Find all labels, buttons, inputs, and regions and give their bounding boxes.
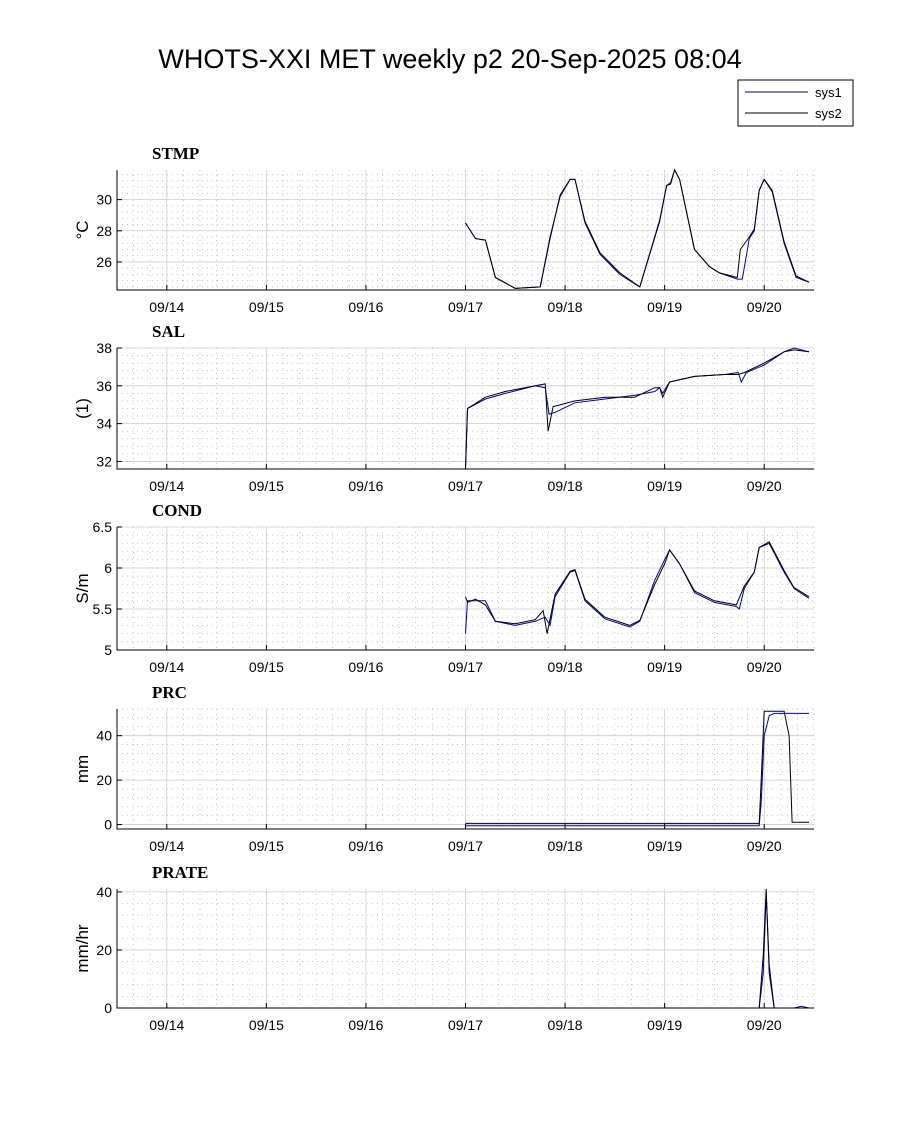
x-tick-label: 09/14 [149, 1017, 184, 1033]
y-tick-label: 20 [96, 942, 112, 958]
series-line-sys1 [758, 894, 810, 1009]
x-tick-label: 09/18 [548, 299, 583, 315]
axes-frame [116, 348, 814, 470]
x-tick-label: 09/19 [647, 1017, 682, 1033]
x-tick-label: 09/18 [548, 1017, 583, 1033]
figure-title: WHOTS-XXI MET weekly p2 20-Sep-2025 08:0… [158, 44, 741, 74]
y-tick-label: 28 [96, 223, 112, 239]
x-tick-label: 09/20 [747, 659, 782, 675]
x-tick-label: 09/16 [348, 659, 383, 675]
x-tick-label: 09/17 [448, 478, 483, 494]
x-tick-label: 09/15 [249, 1017, 284, 1033]
legend: sys1 sys2 [737, 79, 854, 127]
panel-title: SAL [152, 322, 185, 341]
y-tick-label: 40 [96, 884, 112, 900]
x-tick-label: 09/20 [747, 478, 782, 494]
x-tick-label: 09/20 [747, 838, 782, 854]
y-tick-label: 34 [96, 416, 112, 432]
y-tick-label: 0 [104, 817, 112, 833]
panel-sal: 09/14 09/15 09/16 09/17 09/18 09/19 09/20 32 34 3… [73, 322, 815, 494]
panels: 09/14 09/15 09/16 09/17 09/18 09/19 09/20 26 28 3… [73, 144, 815, 1033]
panel-title: COND [152, 501, 202, 520]
y-tick-label: 5 [104, 642, 112, 658]
y-tick-label: 32 [96, 453, 112, 469]
panel-prate: 09/14 09/15 09/16 09/17 09/18 09/19 09/20 0 20 40… [73, 863, 815, 1033]
series-line-sys1 [465, 712, 809, 827]
panel-stmp: 09/14 09/15 09/16 09/17 09/18 09/19 09/20 26 28 3… [73, 144, 815, 315]
x-tick-label: 09/18 [548, 478, 583, 494]
y-tick-label: 40 [96, 728, 112, 744]
x-tick-label: 09/15 [249, 659, 284, 675]
x-tick-label: 09/20 [747, 299, 782, 315]
x-tick-label: 09/16 [348, 1017, 383, 1033]
y-axis-label: S/m [73, 573, 92, 603]
x-tick-label: 09/16 [348, 478, 383, 494]
y-tick-label: 5.5 [93, 601, 113, 617]
x-tick-label: 09/14 [149, 299, 184, 315]
x-tick-label: 09/19 [647, 659, 682, 675]
panel-title: PRATE [152, 863, 208, 882]
panel-title: PRC [152, 683, 187, 702]
panel-cond: 09/14 09/15 09/16 09/17 09/18 09/19 09/20 5 5.5 6… [73, 501, 815, 675]
x-tick-label: 09/19 [647, 838, 682, 854]
panel-title: STMP [152, 144, 199, 163]
y-tick-label: 0 [104, 1000, 112, 1016]
series-line-sys2 [465, 541, 810, 634]
y-tick-label: 38 [96, 340, 112, 356]
y-tick-label: 6 [104, 560, 112, 576]
series-line-sys2 [465, 168, 810, 289]
series-line-sys1 [465, 168, 810, 289]
y-tick-label: 20 [96, 772, 112, 788]
x-tick-label: 09/17 [448, 1017, 483, 1033]
y-axis-label: mm [73, 755, 92, 783]
x-tick-label: 09/16 [348, 838, 383, 854]
y-axis-label: mm/hr [73, 924, 92, 973]
x-tick-label: 09/14 [149, 478, 184, 494]
x-tick-label: 09/15 [249, 838, 284, 854]
axes-frame [116, 709, 814, 830]
legend-box [737, 79, 854, 127]
x-tick-label: 09/19 [647, 478, 682, 494]
y-tick-label: 36 [96, 378, 112, 394]
x-tick-label: 09/20 [747, 1017, 782, 1033]
legend-label-sys2: sys2 [815, 106, 842, 121]
x-tick-label: 09/17 [448, 838, 483, 854]
x-tick-label: 09/17 [448, 659, 483, 675]
x-tick-label: 09/14 [149, 659, 184, 675]
x-tick-label: 09/18 [548, 838, 583, 854]
y-tick-label: 6.5 [93, 519, 113, 535]
x-tick-label: 09/15 [249, 478, 284, 494]
legend-label-sys1: sys1 [815, 85, 842, 100]
series-line-sys2 [758, 888, 809, 1009]
x-tick-label: 09/19 [647, 299, 682, 315]
x-tick-label: 09/14 [149, 838, 184, 854]
x-tick-label: 09/16 [348, 299, 383, 315]
axes-frame [116, 170, 814, 291]
y-axis-label: (1) [73, 398, 92, 419]
x-tick-label: 09/15 [249, 299, 284, 315]
series-line-sys2 [465, 349, 810, 470]
series-line-sys2 [465, 710, 809, 824]
y-tick-label: 30 [96, 192, 112, 208]
y-tick-label: 26 [96, 254, 112, 270]
x-tick-label: 09/18 [548, 659, 583, 675]
panel-prc: 09/14 09/15 09/16 09/17 09/18 09/19 09/20 0 20 40… [73, 683, 815, 854]
x-tick-label: 09/17 [448, 299, 483, 315]
y-axis-label: °C [73, 220, 92, 239]
